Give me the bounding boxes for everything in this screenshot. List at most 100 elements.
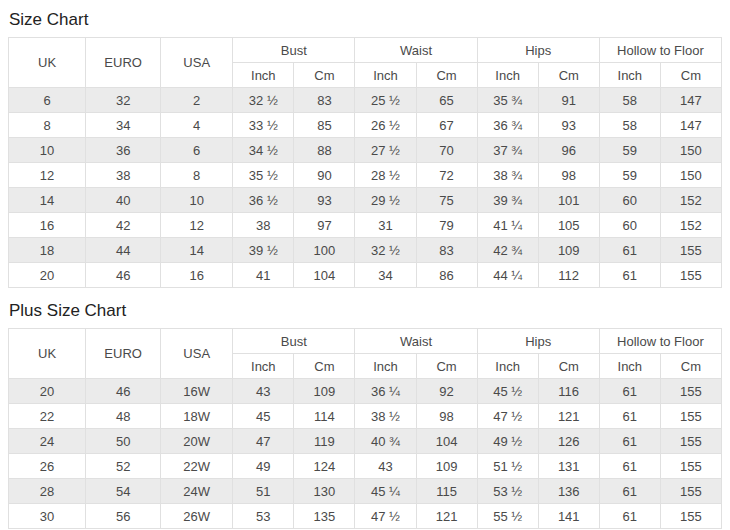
table-cell: 85 (294, 113, 355, 138)
column-group-header-hips: Hips (477, 38, 599, 63)
column-subheader-hollow-to-floor-cm: Cm (660, 354, 721, 379)
table-cell: 34 (86, 113, 161, 138)
table-cell: 51 (233, 479, 294, 504)
table-cell: 93 (294, 188, 355, 213)
table-row: 632232 ½8325 ½6535 ¾9158147 (9, 88, 722, 113)
table-cell: 31 (355, 213, 416, 238)
table-cell: 152 (660, 213, 721, 238)
column-subheader-waist-cm: Cm (416, 63, 477, 88)
table-cell: 8 (161, 163, 233, 188)
table-cell: 150 (660, 163, 721, 188)
table-cell: 40 (86, 188, 161, 213)
table-row: 204616W4310936 ¼9245 ½11661155 (9, 379, 722, 404)
column-subheader-waist-cm: Cm (416, 354, 477, 379)
table-row: 1036634 ½8827 ½7037 ¾9659150 (9, 138, 722, 163)
column-group-header-hips: Hips (477, 329, 599, 354)
column-group-header-hollow-to-floor: Hollow to Floor (599, 329, 721, 354)
column-subheader-hips-cm: Cm (538, 63, 599, 88)
table-cell: 48 (86, 404, 161, 429)
table-cell: 116 (538, 379, 599, 404)
table-cell: 22W (161, 454, 233, 479)
size-chart-table: UKEUROUSABustWaistHipsHollow to FloorInc… (8, 37, 722, 288)
table-cell: 98 (538, 163, 599, 188)
table-cell: 16 (161, 263, 233, 288)
table-cell: 155 (660, 379, 721, 404)
table-cell: 126 (538, 429, 599, 454)
table-cell: 119 (294, 429, 355, 454)
column-subheader-hips-inch: Inch (477, 63, 538, 88)
table-cell: 92 (416, 379, 477, 404)
table-cell: 30 (9, 504, 86, 529)
column-header-uk: UK (9, 38, 86, 88)
table-row: 285424W5113045 ¼11553 ½13661155 (9, 479, 722, 504)
table-cell: 136 (538, 479, 599, 504)
table-cell: 24 (9, 429, 86, 454)
table-cell: 83 (416, 238, 477, 263)
table-cell: 38 ¾ (477, 163, 538, 188)
column-header-uk: UK (9, 329, 86, 379)
table-cell: 40 ¾ (355, 429, 416, 454)
table-cell: 38 (86, 163, 161, 188)
table-cell: 10 (161, 188, 233, 213)
table-cell: 6 (9, 88, 86, 113)
table-row: 245020W4711940 ¾10449 ½12661155 (9, 429, 722, 454)
table-cell: 41 (233, 263, 294, 288)
table-cell: 53 ½ (477, 479, 538, 504)
table-cell: 43 (233, 379, 294, 404)
table-cell: 104 (416, 429, 477, 454)
size-chart-page: Size Chart UKEUROUSABustWaistHipsHollow … (0, 0, 730, 530)
table-cell: 61 (599, 479, 660, 504)
table-cell: 26 (9, 454, 86, 479)
table-cell: 27 ½ (355, 138, 416, 163)
table-cell: 46 (86, 263, 161, 288)
table-cell: 61 (599, 263, 660, 288)
table-cell: 55 ½ (477, 504, 538, 529)
column-subheader-bust-inch: Inch (233, 354, 294, 379)
table-cell: 45 ½ (477, 379, 538, 404)
table-row: 20461641104348644 ¼11261155 (9, 263, 722, 288)
table-row: 305626W5313547 ½12155 ½14161155 (9, 504, 722, 529)
table-cell: 10 (9, 138, 86, 163)
table-cell: 109 (416, 454, 477, 479)
column-header-euro: EURO (86, 38, 161, 88)
table-cell: 61 (599, 379, 660, 404)
table-cell: 50 (86, 429, 161, 454)
table-cell: 46 (86, 379, 161, 404)
table-cell: 114 (294, 404, 355, 429)
table-row: 18441439 ½10032 ½8342 ¾10961155 (9, 238, 722, 263)
table-cell: 72 (416, 163, 477, 188)
table-cell: 56 (86, 504, 161, 529)
column-subheader-waist-inch: Inch (355, 63, 416, 88)
table-cell: 141 (538, 504, 599, 529)
column-group-header-bust: Bust (233, 329, 355, 354)
column-subheader-hips-inch: Inch (477, 354, 538, 379)
table-row: 1238835 ½9028 ½7238 ¾9859150 (9, 163, 722, 188)
table-cell: 33 ½ (233, 113, 294, 138)
table-cell: 20W (161, 429, 233, 454)
table-cell: 49 ½ (477, 429, 538, 454)
table-cell: 26 ½ (355, 113, 416, 138)
table-cell: 39 ¾ (477, 188, 538, 213)
table-cell: 4 (161, 113, 233, 138)
table-cell: 41 ¼ (477, 213, 538, 238)
table-cell: 60 (599, 188, 660, 213)
table-cell: 90 (294, 163, 355, 188)
table-cell: 155 (660, 454, 721, 479)
table-cell: 104 (294, 263, 355, 288)
table-cell: 130 (294, 479, 355, 504)
table-cell: 24W (161, 479, 233, 504)
table-row: 14401036 ½9329 ½7539 ¾10160152 (9, 188, 722, 213)
table-cell: 36 (86, 138, 161, 163)
table-cell: 109 (538, 238, 599, 263)
table-cell: 38 ½ (355, 404, 416, 429)
table-cell: 88 (294, 138, 355, 163)
table-cell: 86 (416, 263, 477, 288)
table-cell: 121 (538, 404, 599, 429)
table-cell: 96 (538, 138, 599, 163)
table-cell: 14 (161, 238, 233, 263)
table-row: 224818W4511438 ½9847 ½12161155 (9, 404, 722, 429)
table-cell: 124 (294, 454, 355, 479)
table-cell: 36 ¼ (355, 379, 416, 404)
table-cell: 47 ½ (355, 504, 416, 529)
table-cell: 18 (9, 238, 86, 263)
